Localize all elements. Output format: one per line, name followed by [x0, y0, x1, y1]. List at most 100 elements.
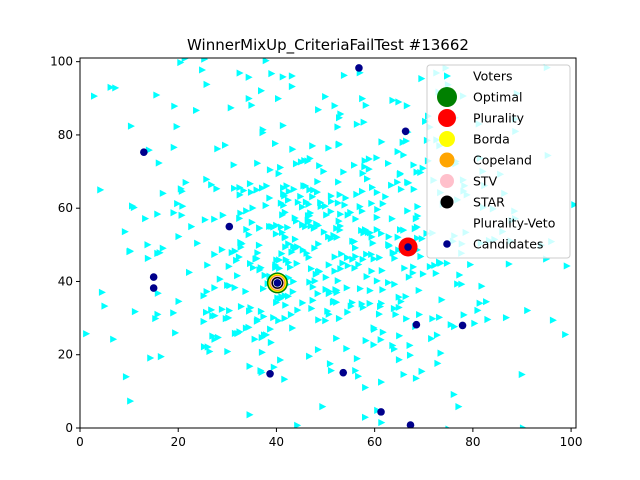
voter-marker [410, 263, 418, 271]
voter-marker [248, 218, 256, 226]
voter-marker [370, 341, 378, 349]
voter-marker [373, 154, 381, 162]
voter-marker [456, 271, 464, 279]
voter-marker [334, 123, 342, 131]
voter-marker [308, 304, 316, 313]
voter-marker [327, 192, 335, 200]
voter-marker [285, 187, 293, 195]
voter-marker [549, 316, 557, 324]
voter-marker [524, 306, 532, 315]
voter-marker [369, 183, 377, 192]
voter-marker [315, 316, 323, 324]
voter-marker [203, 287, 211, 296]
voter-marker [379, 200, 387, 208]
voter-marker [294, 306, 302, 314]
voter-marker [251, 335, 259, 343]
voter-marker [234, 272, 242, 280]
voter-marker [390, 249, 398, 257]
voter-marker [341, 201, 349, 209]
voter-marker [281, 292, 289, 300]
voter-marker [182, 178, 190, 187]
candidate-marker [339, 368, 348, 377]
voter-marker [395, 98, 403, 106]
voter-marker [270, 363, 278, 371]
voter-marker [352, 215, 360, 223]
voter-marker [287, 263, 295, 271]
legend-star-marker [440, 195, 454, 209]
voter-marker [563, 262, 571, 270]
voter-marker [327, 366, 335, 375]
voter-marker [97, 186, 105, 194]
voter-marker [378, 138, 386, 146]
voter-marker [209, 332, 217, 340]
voter-marker [242, 324, 250, 332]
voter-marker [319, 403, 327, 411]
candidate-marker [404, 243, 412, 251]
legend-label-star: STAR [473, 195, 505, 210]
voter-marker [284, 223, 292, 232]
voter-marker [467, 260, 475, 269]
voter-marker [258, 184, 266, 192]
voter-marker [333, 224, 341, 232]
voter-marker [337, 222, 345, 230]
candidate-marker [377, 408, 385, 416]
voter-marker [373, 226, 381, 234]
voter-marker [274, 95, 282, 103]
voter-marker [331, 102, 339, 110]
voter-marker [249, 204, 257, 212]
voter-marker [267, 325, 275, 333]
voter-marker [356, 203, 364, 211]
voter-marker [400, 151, 408, 159]
voter-marker [337, 265, 345, 273]
candidate-marker [266, 369, 274, 378]
voter-marker [431, 261, 439, 269]
voter-marker [326, 360, 334, 368]
voter-marker [353, 120, 361, 128]
voter-marker [334, 199, 342, 207]
voter-marker [414, 234, 422, 242]
voter-marker [325, 261, 333, 269]
voter-marker [391, 254, 399, 262]
voter-marker [159, 244, 167, 252]
y-tick-label: 60 [58, 201, 73, 215]
voter-marker [352, 244, 360, 252]
voter-marker [333, 298, 341, 306]
voter-marker [314, 290, 322, 298]
voter-marker [340, 168, 348, 176]
voter-marker [320, 167, 328, 175]
voter-marker [338, 250, 346, 258]
voter-marker [339, 259, 347, 267]
voter-marker [443, 259, 451, 267]
voter-marker [382, 193, 390, 201]
voter-marker [321, 202, 329, 210]
y-tick-label: 100 [50, 55, 73, 69]
voter-marker [396, 332, 404, 340]
voter-marker [314, 177, 322, 186]
voter-marker [236, 69, 244, 77]
legend-label-optimal: Optimal [473, 90, 522, 105]
voter-marker [316, 267, 324, 275]
voter-marker [355, 372, 363, 380]
candidate-marker [149, 273, 158, 281]
voter-marker [361, 163, 369, 171]
voter-marker [299, 299, 307, 307]
voter-marker [288, 82, 296, 91]
voter-marker [208, 306, 216, 314]
voter-marker [394, 148, 402, 156]
voter-marker [399, 138, 407, 147]
voter-marker [285, 240, 293, 248]
voter-marker [292, 160, 300, 168]
voter-marker [320, 228, 328, 236]
voter-marker [240, 186, 248, 195]
voter-marker [405, 273, 413, 281]
voter-marker [245, 73, 253, 81]
voter-marker [484, 315, 492, 324]
voter-marker [305, 253, 313, 261]
voter-marker [170, 209, 178, 217]
voter-marker [258, 87, 266, 95]
voter-marker [253, 254, 261, 263]
voter-marker [352, 366, 360, 375]
legend-label-stv: STV [473, 174, 498, 189]
voter-marker [311, 244, 319, 252]
voter-marker [378, 266, 386, 275]
